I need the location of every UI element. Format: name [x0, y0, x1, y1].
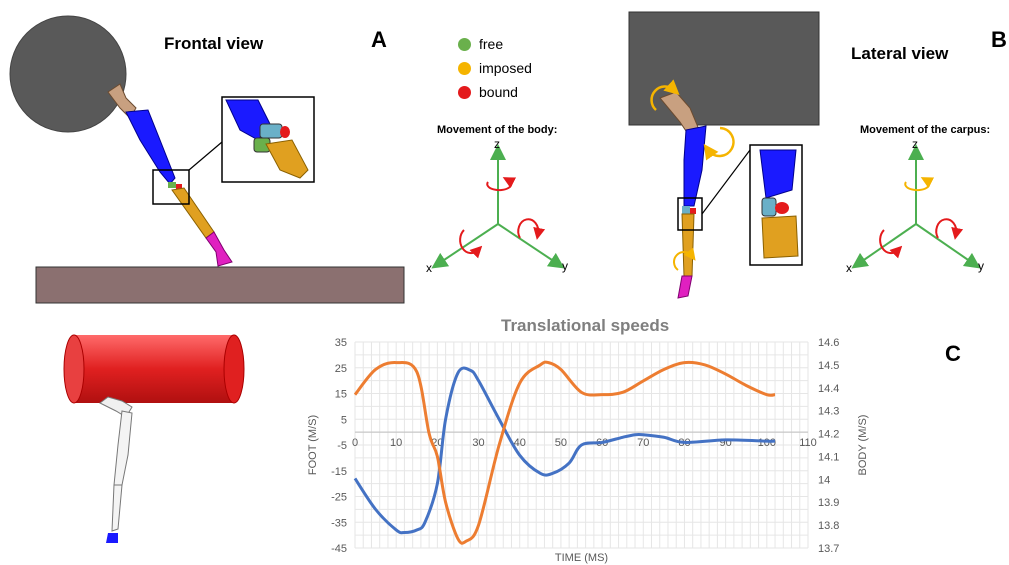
panel-a-title: Frontal view: [164, 34, 264, 53]
y-tick-label: -25: [331, 492, 347, 504]
legend-label-free: free: [479, 36, 504, 52]
carpus-axes-diagram: z x y: [846, 138, 984, 275]
lateral-hoof: [677, 275, 693, 299]
white-leg-upper: [113, 410, 133, 486]
body-movement-title: Movement of the body:: [437, 124, 558, 136]
panel-c-model: [63, 334, 245, 543]
body-cylinder: [74, 335, 234, 403]
zoom-box-small: [152, 169, 190, 205]
axis-z-label: z: [494, 138, 500, 151]
carpus-rotation-z-arrow: [904, 177, 935, 192]
y2-tick-label: 14.6: [818, 337, 839, 349]
body-sphere: [9, 15, 127, 133]
y2-tick-label: 14.1: [818, 451, 839, 463]
imposed-rotation-mid: [703, 126, 735, 161]
y2-tick-label: 14.3: [818, 406, 839, 418]
carpus-rotation-y-arrow: [935, 218, 964, 240]
carpus-free: [168, 182, 176, 188]
y-tick-label: 15: [335, 389, 347, 401]
y2-tick-label: 13.8: [818, 520, 839, 532]
legend-item-imposed: imposed: [458, 56, 532, 80]
y2-tick-label: 13.9: [818, 497, 839, 509]
panel-c-letter: C: [945, 341, 961, 366]
panel-b-letter: B: [991, 27, 1007, 52]
y2-tick-label: 14.4: [818, 383, 839, 395]
legend-item-free: free: [458, 32, 532, 56]
rotation-x-arrow: [459, 229, 483, 259]
imposed-rotation-low: [673, 247, 696, 271]
carpus-movement-title: Movement of the carpus:: [860, 124, 991, 136]
series-line-body: [353, 360, 776, 545]
x-tick-label: 110: [799, 437, 817, 449]
carpus-rotation-x-arrow: [879, 229, 903, 259]
x-tick-label: 70: [637, 437, 649, 449]
y-tick-label: -35: [331, 517, 347, 529]
white-leg-lower: [111, 484, 123, 532]
panel-a-letter: A: [371, 27, 387, 52]
x-tick-label: 50: [555, 437, 567, 449]
body-axes-diagram: z x y: [426, 138, 568, 275]
y-tick-label: 25: [335, 363, 347, 375]
hoof: [205, 231, 233, 267]
rotation-z-arrow: [486, 177, 517, 192]
y-tick-label: -15: [331, 466, 347, 478]
y2-axis-label: BODY (M/S): [857, 415, 869, 476]
x-tick-label: 0: [352, 437, 358, 449]
panel-a-model: [9, 15, 405, 304]
y-tick-label: 35: [335, 337, 347, 349]
lateral-yellow-segment: [681, 213, 695, 277]
x-tick-label: 100: [758, 437, 776, 449]
legend-label-bound: bound: [479, 84, 518, 100]
ground-plane: [35, 266, 405, 304]
translational-speeds-chart: 0 10 20 30 40 50 60 70 80 90 100 1103525155-5-15-25…: [307, 337, 869, 564]
rotation-y-arrow: [517, 218, 546, 240]
panel-b-model: [628, 11, 820, 299]
lateral-carpus-free: [682, 206, 690, 214]
leg-yellow-segment: [171, 187, 215, 239]
series-line-foot: [353, 366, 776, 535]
y-tick-label: 5: [341, 414, 347, 426]
y-tick-label: -5: [337, 440, 347, 452]
carpus-axis-x-label: x: [846, 261, 852, 275]
carpus-axis-z-label: z: [912, 138, 918, 151]
lateral-blue-segment: [683, 125, 707, 207]
legend-label-imposed: imposed: [479, 60, 532, 76]
imposed-rotation-top: [650, 79, 680, 111]
carpus-axis-y-label: y: [978, 259, 984, 273]
lateral-carpus-bound: [690, 208, 696, 214]
white-leg-hoof: [106, 533, 118, 543]
y2-tick-label: 14: [818, 474, 830, 486]
y-tick-label: -45: [331, 543, 347, 555]
panel-b-title: Lateral view: [851, 44, 949, 63]
chart-title: Translational speeds: [501, 316, 670, 335]
panel-a: Frontal view A: [0, 0, 420, 310]
imposed-dot-icon: [458, 61, 471, 75]
axis-x-label: x: [426, 261, 432, 275]
body-block: [628, 11, 820, 126]
bound-dot-icon: [458, 85, 471, 99]
x-axis-label: TIME (MS): [555, 552, 608, 564]
y2-tick-label: 14.2: [818, 429, 839, 441]
leg-blue-segment: [125, 109, 176, 185]
axis-y-label: y: [562, 259, 568, 273]
free-dot-icon: [458, 37, 471, 51]
state-legend: free imposed bound: [458, 32, 532, 104]
legend-item-bound: bound: [458, 80, 532, 104]
leg-top-bone: [107, 83, 137, 119]
x-tick-label: 10: [390, 437, 402, 449]
carpus-bound: [176, 184, 182, 190]
y2-tick-label: 14.5: [818, 360, 839, 372]
x-tick-label: 30: [472, 437, 484, 449]
x-tick-label: 40: [514, 437, 526, 449]
y2-tick-label: 13.7: [818, 543, 839, 555]
y-axis-label: FOOT (M/S): [307, 415, 319, 475]
